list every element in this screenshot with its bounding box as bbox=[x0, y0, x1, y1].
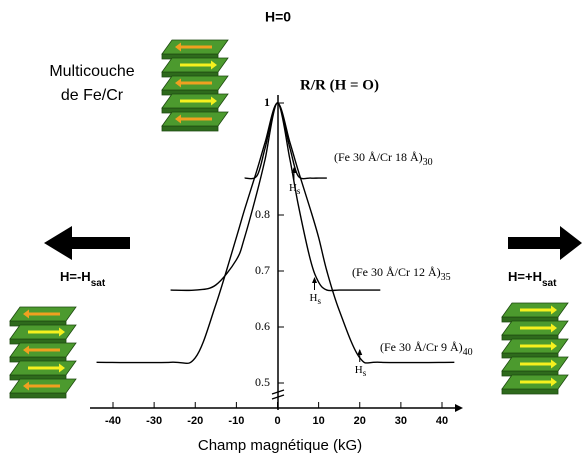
series-name: (Fe 30 Å/Cr 12 Å) bbox=[352, 265, 441, 279]
layer-side bbox=[161, 125, 219, 132]
spin-arrow-head bbox=[59, 363, 65, 373]
x-tick-label: 10 bbox=[313, 415, 325, 427]
h-minus-label: H=-Hsat bbox=[60, 269, 106, 288]
spin-arrow-head bbox=[23, 381, 29, 391]
y-tick-label: 0.5 bbox=[255, 375, 270, 389]
spin-arrow-head bbox=[551, 341, 557, 351]
spin-arrow-head bbox=[551, 305, 557, 315]
curve bbox=[244, 102, 327, 180]
x-tick-label: -30 bbox=[146, 415, 162, 427]
right-arrow bbox=[508, 226, 582, 260]
hs-sub: s bbox=[363, 368, 367, 378]
hs-label: Hs bbox=[355, 364, 367, 379]
series-label: (Fe 30 Å/Cr 18 Å)30 bbox=[334, 150, 433, 169]
x-tick-label: 30 bbox=[395, 415, 407, 427]
hs-arrow-head bbox=[312, 277, 318, 283]
series-name: (Fe 30 Å/Cr 9 Å) bbox=[380, 340, 463, 354]
x-tick-label: 0 bbox=[274, 415, 280, 427]
y-axis-title: R/R (H = O) bbox=[300, 77, 379, 93]
spin-arrow-head bbox=[211, 60, 217, 70]
spin-arrow-head bbox=[175, 42, 181, 52]
hs-text: H bbox=[289, 182, 297, 194]
hs-arrow-head bbox=[291, 167, 297, 173]
hs-arrow-head bbox=[357, 349, 363, 355]
spin-arrow-head bbox=[551, 377, 557, 387]
h-zero-label: H=0 bbox=[265, 9, 291, 25]
spin-arrow-head bbox=[23, 309, 29, 319]
h-minus-sub: sat bbox=[91, 278, 106, 289]
multilayer-label: Multicouche bbox=[49, 63, 134, 80]
x-tick-label: -10 bbox=[228, 415, 244, 427]
x-axis-arrow bbox=[455, 404, 463, 412]
series-label: (Fe 30 Å/Cr 12 Å)35 bbox=[352, 265, 451, 284]
layer-side bbox=[501, 388, 559, 395]
x-tick-label: -20 bbox=[187, 415, 203, 427]
h-plus-sub: sat bbox=[542, 278, 557, 289]
axis-break bbox=[271, 394, 285, 400]
h-minus-text: H=-H bbox=[60, 269, 91, 284]
y-tick-label: 0.7 bbox=[255, 263, 270, 277]
series-label: (Fe 30 Å/Cr 9 Å)40 bbox=[380, 340, 473, 359]
series-sub: 35 bbox=[441, 272, 451, 283]
x-tick-label: 40 bbox=[436, 415, 448, 427]
hs-text: H bbox=[310, 292, 318, 304]
curve bbox=[96, 102, 455, 365]
hs-text: H bbox=[355, 364, 363, 376]
series-sub: 40 bbox=[463, 347, 473, 358]
x-tick-label: -40 bbox=[105, 415, 121, 427]
x-tick-label: 20 bbox=[354, 415, 366, 427]
series-sub: 30 bbox=[423, 157, 433, 168]
hs-sub: s bbox=[317, 296, 321, 306]
h-plus-text: H=+H bbox=[508, 269, 542, 284]
multilayer-label: de Fe/Cr bbox=[61, 87, 124, 104]
spin-arrow-head bbox=[551, 359, 557, 369]
hs-label: Hs bbox=[310, 292, 322, 307]
layer-side bbox=[9, 392, 67, 399]
left-arrow bbox=[44, 226, 130, 260]
spin-arrow-head bbox=[175, 114, 181, 124]
hs-label: Hs bbox=[289, 182, 301, 197]
series-name: (Fe 30 Å/Cr 18 Å) bbox=[334, 150, 423, 164]
spin-arrow-head bbox=[23, 345, 29, 355]
x-axis-label: Champ magnétique (kG) bbox=[198, 437, 362, 454]
y-tick-label: 1 bbox=[264, 95, 270, 109]
spin-arrow-head bbox=[175, 78, 181, 88]
spin-arrow-head bbox=[551, 323, 557, 333]
spin-arrow-head bbox=[59, 327, 65, 337]
axis-break bbox=[271, 389, 285, 395]
hs-sub: s bbox=[297, 186, 301, 196]
spin-arrow-head bbox=[211, 96, 217, 106]
y-tick-label: 0.8 bbox=[255, 207, 270, 221]
h-plus-label: H=+Hsat bbox=[508, 269, 557, 288]
y-tick-label: 0.6 bbox=[255, 319, 270, 333]
